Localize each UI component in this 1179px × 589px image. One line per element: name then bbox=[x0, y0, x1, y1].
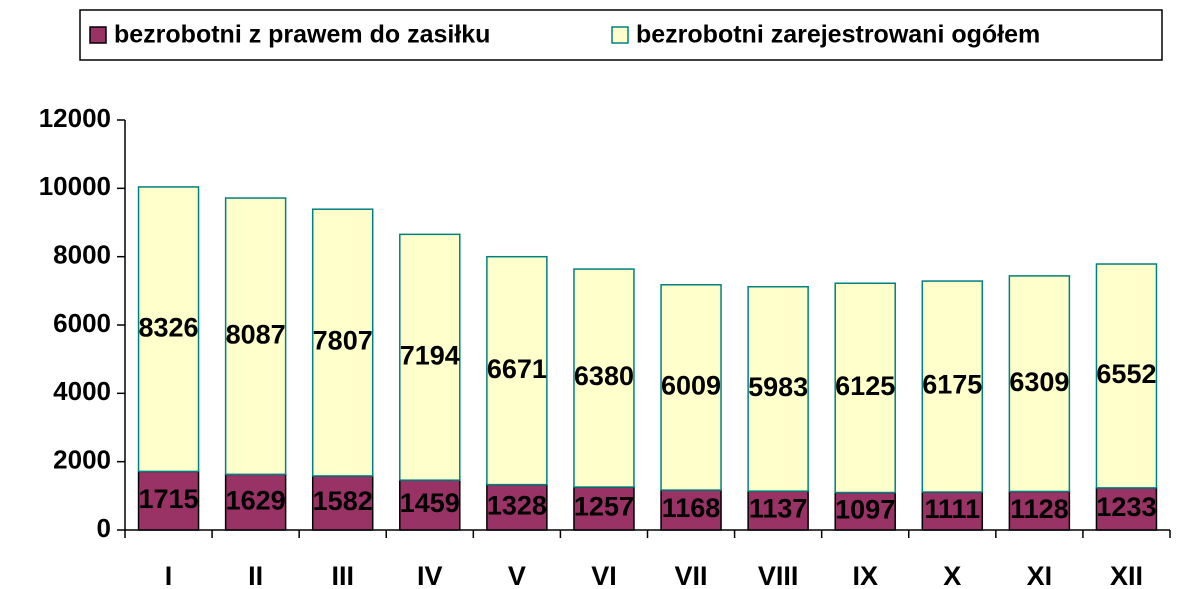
bar-segment bbox=[1095, 263, 1158, 489]
x-tick-label: II bbox=[248, 561, 263, 589]
x-tick-label: X bbox=[943, 561, 961, 589]
data-label: 1168 bbox=[662, 493, 721, 523]
data-label: 1137 bbox=[749, 494, 808, 524]
bar-segment bbox=[1008, 275, 1071, 493]
legend-label: bezrobotni z prawem do zasiłku bbox=[114, 21, 490, 49]
bar-segment bbox=[486, 255, 548, 486]
data-label: 6552 bbox=[1096, 359, 1156, 389]
bar-segment bbox=[747, 490, 809, 531]
y-tick-label: 0 bbox=[97, 513, 111, 543]
bar-segment bbox=[1008, 490, 1071, 531]
x-tick-label: VII bbox=[675, 561, 708, 589]
y-tick-label: 2000 bbox=[53, 445, 111, 475]
x-tick-label: VI bbox=[591, 561, 617, 589]
bar-segment bbox=[660, 284, 722, 491]
bar-segment bbox=[311, 208, 374, 477]
data-label: 5983 bbox=[748, 372, 808, 402]
data-label: 6671 bbox=[487, 354, 547, 384]
x-tick-label: XII bbox=[1110, 561, 1143, 589]
bar-segment bbox=[1095, 487, 1158, 531]
data-label: 6125 bbox=[835, 371, 895, 401]
y-tick-label: 10000 bbox=[39, 171, 111, 201]
bar-segment bbox=[311, 475, 374, 531]
bar-segment bbox=[921, 280, 984, 493]
data-label: 1459 bbox=[400, 488, 460, 518]
data-label: 6309 bbox=[1009, 367, 1069, 397]
y-tick-label: 12000 bbox=[39, 103, 111, 133]
data-label: 1111 bbox=[924, 494, 980, 524]
bar-segment bbox=[747, 285, 809, 492]
bar-segment bbox=[224, 197, 287, 476]
legend-swatch bbox=[611, 26, 629, 44]
data-label: 1128 bbox=[1010, 494, 1069, 524]
data-label: 8087 bbox=[226, 319, 286, 349]
data-label: 1233 bbox=[1096, 492, 1156, 522]
y-tick-label: 6000 bbox=[53, 308, 111, 338]
bar-segment bbox=[834, 282, 896, 494]
x-tick-label: IV bbox=[417, 561, 443, 589]
legend-swatch bbox=[89, 26, 107, 44]
bar-segment bbox=[660, 489, 722, 531]
legend-label: bezrobotni zarejestrowani ogółem bbox=[636, 21, 1040, 49]
y-tick-label: 8000 bbox=[53, 240, 111, 270]
data-label: 1582 bbox=[313, 486, 373, 516]
bar-segment bbox=[137, 186, 200, 473]
x-tick-label: III bbox=[331, 561, 354, 589]
x-tick-label: VIII bbox=[758, 561, 799, 589]
x-tick-label: V bbox=[508, 561, 526, 589]
data-label: 6175 bbox=[922, 370, 982, 400]
bar-segment bbox=[834, 491, 896, 531]
data-label: 6009 bbox=[661, 371, 721, 401]
data-label: 1257 bbox=[574, 492, 634, 522]
bar-segment bbox=[573, 486, 635, 531]
data-label: 7194 bbox=[400, 340, 460, 370]
x-tick-label: XI bbox=[1027, 561, 1053, 589]
data-label: 1715 bbox=[139, 484, 199, 514]
y-tick-label: 4000 bbox=[53, 376, 111, 406]
bar-segment bbox=[573, 268, 635, 488]
data-label: 1629 bbox=[226, 485, 286, 515]
data-label: 1097 bbox=[835, 494, 895, 524]
data-label: 7807 bbox=[313, 326, 373, 356]
data-label: 8326 bbox=[139, 312, 199, 342]
data-label: 1328 bbox=[487, 490, 547, 520]
bar-segment bbox=[399, 233, 461, 481]
x-tick-label: IX bbox=[852, 561, 878, 589]
data-label: 6380 bbox=[574, 361, 634, 391]
x-tick-label: I bbox=[165, 561, 173, 589]
